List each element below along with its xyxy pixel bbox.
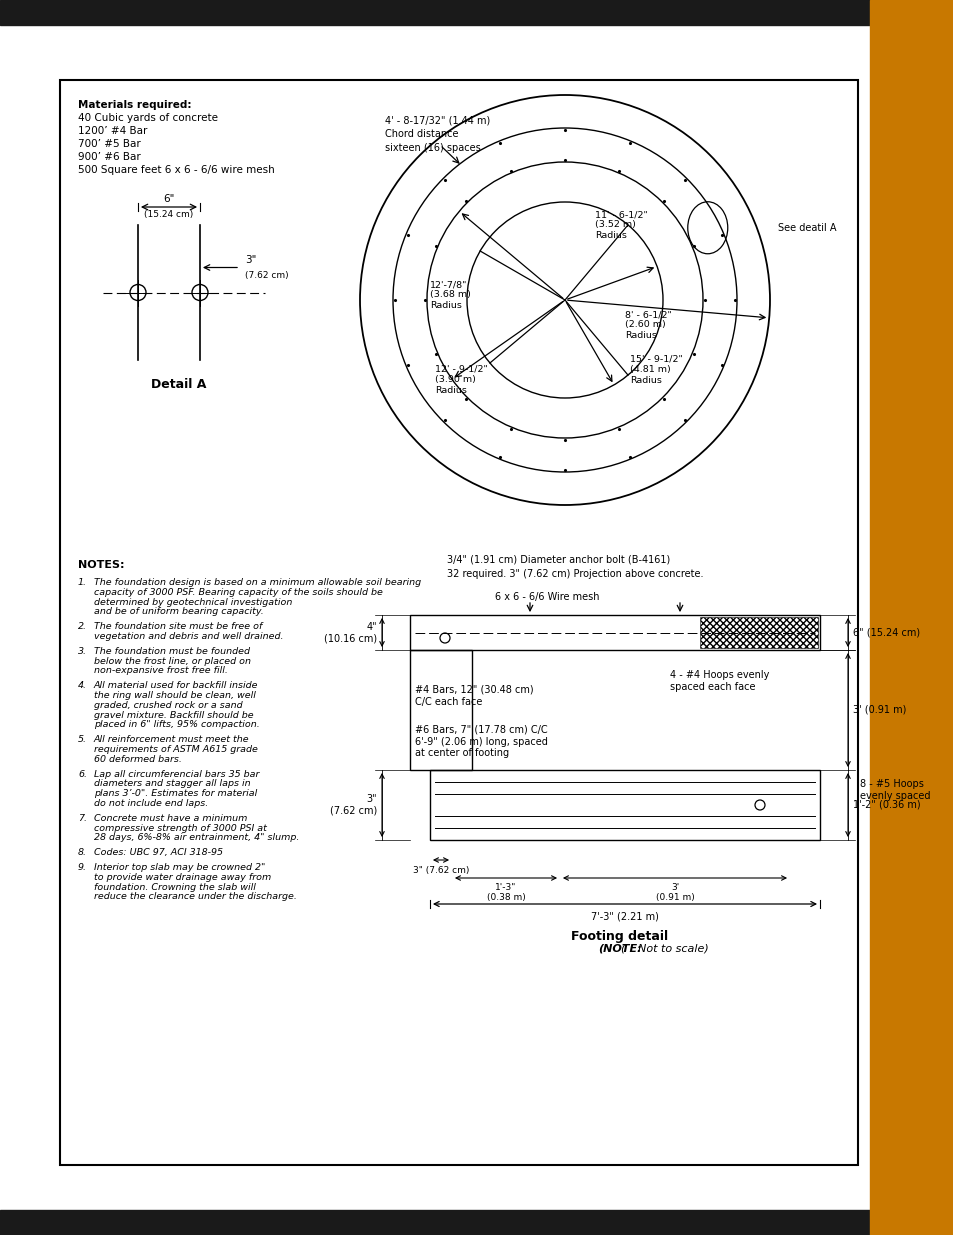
Text: Codes: UBC 97, ACI 318-95: Codes: UBC 97, ACI 318-95 xyxy=(94,848,223,857)
Text: 28 days, 6%-8% air entrainment, 4" slump.: 28 days, 6%-8% air entrainment, 4" slump… xyxy=(94,834,299,842)
Text: 1'-3"
(0.38 m): 1'-3" (0.38 m) xyxy=(486,883,525,903)
Bar xyxy=(700,618,817,648)
Text: graded, crushed rock or a sand: graded, crushed rock or a sand xyxy=(94,700,242,710)
Text: 3" (7.62 cm): 3" (7.62 cm) xyxy=(413,866,469,876)
Bar xyxy=(410,615,820,650)
Text: 40 Cubic yards of concrete: 40 Cubic yards of concrete xyxy=(78,112,218,124)
Text: do not include end laps.: do not include end laps. xyxy=(94,799,208,808)
Text: 500 Square feet 6 x 6 - 6/6 wire mesh: 500 Square feet 6 x 6 - 6/6 wire mesh xyxy=(78,165,274,175)
Text: 4"
(10.16 cm): 4" (10.16 cm) xyxy=(323,621,376,643)
Text: The foundation must be founded: The foundation must be founded xyxy=(94,647,250,656)
Text: and be of uniform bearing capacity.: and be of uniform bearing capacity. xyxy=(94,608,263,616)
Text: sixteen (16) spaces: sixteen (16) spaces xyxy=(385,143,480,153)
Text: 4' - 8-17/32" (1.44 m): 4' - 8-17/32" (1.44 m) xyxy=(385,115,490,125)
Text: #4 Bars, 12" (30.48 cm)
C/C each face: #4 Bars, 12" (30.48 cm) C/C each face xyxy=(415,685,533,706)
Text: requirements of ASTM A615 grade: requirements of ASTM A615 grade xyxy=(94,745,257,755)
Text: 3"
(7.62 cm): 3" (7.62 cm) xyxy=(330,794,376,816)
Text: 900’ #6 Bar: 900’ #6 Bar xyxy=(78,152,141,162)
Text: 9.: 9. xyxy=(78,863,87,872)
Text: (7.62 cm): (7.62 cm) xyxy=(245,270,289,279)
Text: placed in 6" lifts, 95% compaction.: placed in 6" lifts, 95% compaction. xyxy=(94,720,259,730)
Text: 1'-2" (0.36 m): 1'-2" (0.36 m) xyxy=(852,800,920,810)
Text: (NOTE:: (NOTE: xyxy=(598,944,641,953)
Text: the ring wall should be clean, well: the ring wall should be clean, well xyxy=(94,692,255,700)
Text: Concrete must have a minimum: Concrete must have a minimum xyxy=(94,814,247,823)
Bar xyxy=(0,1210,869,1235)
Text: capacity of 3000 PSF. Bearing capacity of the soils should be: capacity of 3000 PSF. Bearing capacity o… xyxy=(94,588,382,597)
Bar xyxy=(0,0,869,25)
Text: All reinforcement must meet the: All reinforcement must meet the xyxy=(94,735,250,745)
Text: 7.: 7. xyxy=(78,814,87,823)
Text: Not to scale): Not to scale) xyxy=(638,944,708,953)
Text: 6 x 6 - 6/6 Wire mesh: 6 x 6 - 6/6 Wire mesh xyxy=(495,592,598,601)
Text: 3": 3" xyxy=(245,254,256,264)
Bar xyxy=(869,0,953,1235)
Text: 8' - 6-1/2"
(2.60 m)
Radius: 8' - 6-1/2" (2.60 m) Radius xyxy=(624,310,671,340)
Text: Detail A: Detail A xyxy=(152,378,207,391)
Text: NOTES:: NOTES: xyxy=(78,559,125,571)
Text: non-expansive frost free fill.: non-expansive frost free fill. xyxy=(94,667,228,676)
Text: 12'-7/8"
(3.68 m)
Radius: 12'-7/8" (3.68 m) Radius xyxy=(430,280,471,310)
Text: 32 required. 3" (7.62 cm) Projection above concrete.: 32 required. 3" (7.62 cm) Projection abo… xyxy=(447,569,702,579)
Text: 12' - 9-1/2"
(3.90 m)
Radius: 12' - 9-1/2" (3.90 m) Radius xyxy=(435,366,487,395)
Text: foundation. Crowning the slab will: foundation. Crowning the slab will xyxy=(94,883,255,892)
Text: diameters and stagger all laps in: diameters and stagger all laps in xyxy=(94,779,251,788)
Text: 7'-3" (2.21 m): 7'-3" (2.21 m) xyxy=(591,911,659,923)
Text: See deatil A: See deatil A xyxy=(778,222,836,232)
Text: 60 deformed bars.: 60 deformed bars. xyxy=(94,755,182,763)
Text: Lap all circumferencial bars 35 bar: Lap all circumferencial bars 35 bar xyxy=(94,769,259,778)
Text: 3' (0.91 m): 3' (0.91 m) xyxy=(852,705,905,715)
Text: plans 3’-0". Estimates for material: plans 3’-0". Estimates for material xyxy=(94,789,257,798)
Text: to provide water drainage away from: to provide water drainage away from xyxy=(94,873,271,882)
Text: Chord distance: Chord distance xyxy=(385,128,458,140)
Text: 8.: 8. xyxy=(78,848,87,857)
Text: 1200’ #4 Bar: 1200’ #4 Bar xyxy=(78,126,147,136)
Text: 700’ #5 Bar: 700’ #5 Bar xyxy=(78,140,141,149)
Bar xyxy=(430,769,820,840)
Text: 8 - #5 Hoops
evenly spaced: 8 - #5 Hoops evenly spaced xyxy=(859,779,929,800)
Text: 2.: 2. xyxy=(78,622,87,631)
Text: Footing detail: Footing detail xyxy=(571,930,668,944)
Text: 4.: 4. xyxy=(78,682,87,690)
Text: (: ( xyxy=(619,944,623,953)
Text: 1.: 1. xyxy=(78,578,87,587)
Text: 6" (15.24 cm): 6" (15.24 cm) xyxy=(852,627,919,637)
Text: 15' - 9-1/2"
(4.81 m)
Radius: 15' - 9-1/2" (4.81 m) Radius xyxy=(629,354,682,385)
Text: Materials required:: Materials required: xyxy=(78,100,192,110)
Text: All material used for backfill inside: All material used for backfill inside xyxy=(94,682,258,690)
Text: (15.24 cm): (15.24 cm) xyxy=(144,210,193,219)
Text: reduce the clearance under the discharge.: reduce the clearance under the discharge… xyxy=(94,893,296,902)
Text: gravel mixture. Backfill should be: gravel mixture. Backfill should be xyxy=(94,710,253,720)
Text: 6": 6" xyxy=(163,194,174,204)
Text: 3.: 3. xyxy=(78,647,87,656)
Text: below the frost line, or placed on: below the frost line, or placed on xyxy=(94,657,251,666)
Text: 6.: 6. xyxy=(78,769,87,778)
Text: vegetation and debris and well drained.: vegetation and debris and well drained. xyxy=(94,632,283,641)
Text: #6 Bars, 7" (17.78 cm) C/C
6'-9" (2.06 m) long, spaced
at center of footing: #6 Bars, 7" (17.78 cm) C/C 6'-9" (2.06 m… xyxy=(415,725,547,758)
Text: The foundation design is based on a minimum allowable soil bearing: The foundation design is based on a mini… xyxy=(94,578,420,587)
Bar xyxy=(60,80,857,1165)
Text: compressive strength of 3000 PSI at: compressive strength of 3000 PSI at xyxy=(94,824,267,832)
Text: The foundation site must be free of: The foundation site must be free of xyxy=(94,622,262,631)
Text: 5.: 5. xyxy=(78,735,87,745)
Text: Interior top slab may be crowned 2": Interior top slab may be crowned 2" xyxy=(94,863,265,872)
Text: 3/4" (1.91 cm) Diameter anchor bolt (B-4161): 3/4" (1.91 cm) Diameter anchor bolt (B-4… xyxy=(447,555,670,564)
Text: 11' - 6-1/2"
(3.52 m)
Radius: 11' - 6-1/2" (3.52 m) Radius xyxy=(595,210,647,240)
Text: determined by geotechnical investigation: determined by geotechnical investigation xyxy=(94,598,292,606)
Text: 3'
(0.91 m): 3' (0.91 m) xyxy=(655,883,694,903)
Text: 4 - #4 Hoops evenly
spaced each face: 4 - #4 Hoops evenly spaced each face xyxy=(669,671,768,692)
Bar xyxy=(410,650,472,769)
